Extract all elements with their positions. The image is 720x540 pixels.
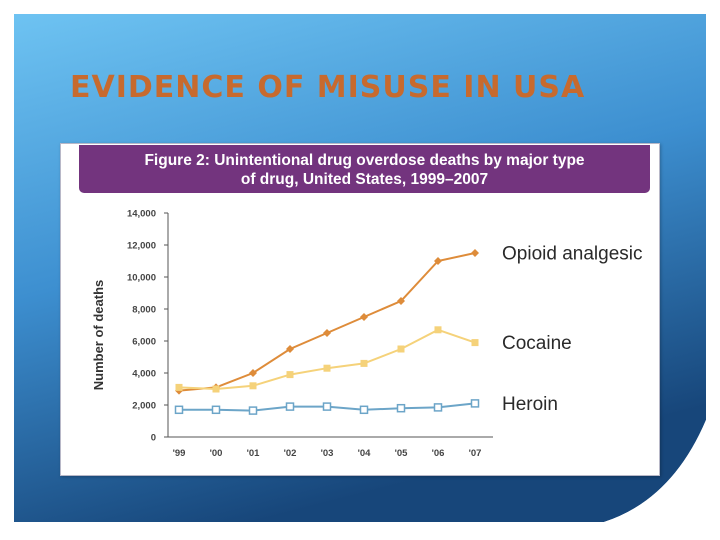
- y-tick-label: 14,000: [127, 209, 156, 220]
- slide-title: EVIDENCE OF MISUSE IN USA: [70, 70, 585, 105]
- data-point: [361, 406, 368, 413]
- x-tick-label: '04: [358, 448, 372, 459]
- series-label-0: Opioid analgesic: [502, 244, 642, 265]
- data-point: [287, 371, 294, 378]
- data-point: [213, 386, 220, 393]
- y-tick-label: 12,000: [127, 241, 156, 252]
- y-tick-label: 0: [151, 433, 156, 444]
- data-point: [472, 339, 479, 346]
- series-line-1: [179, 330, 475, 389]
- x-tick-label: '99: [173, 448, 186, 459]
- x-tick-label: '00: [210, 448, 223, 459]
- y-tick-label: 2,000: [132, 401, 156, 412]
- x-tick-label: '01: [247, 448, 261, 459]
- x-tick-label: '03: [321, 448, 334, 459]
- data-point: [471, 249, 479, 257]
- series-label-1: Cocaine: [502, 333, 572, 354]
- data-point: [435, 326, 442, 333]
- figure-panel: Figure 2: Unintentional drug overdose de…: [60, 143, 660, 476]
- data-point: [213, 406, 220, 413]
- data-point: [435, 404, 442, 411]
- data-point: [250, 407, 257, 414]
- data-point: [287, 403, 294, 410]
- x-tick-label: '07: [469, 448, 482, 459]
- x-tick-label: '02: [284, 448, 297, 459]
- data-point: [398, 346, 405, 353]
- data-point: [324, 403, 331, 410]
- y-axis-title: Number of deaths: [91, 280, 106, 391]
- x-tick-label: '06: [432, 448, 445, 459]
- y-tick-label: 4,000: [132, 369, 156, 380]
- data-point: [250, 382, 257, 389]
- data-point: [324, 365, 331, 372]
- x-tick-label: '05: [395, 448, 409, 459]
- data-point: [472, 400, 479, 407]
- data-point: [323, 329, 331, 337]
- series-label-2: Heroin: [502, 394, 558, 415]
- data-point: [360, 313, 368, 321]
- data-point: [176, 406, 183, 413]
- y-tick-label: 8,000: [132, 305, 156, 316]
- y-tick-label: 10,000: [127, 273, 156, 284]
- data-point: [361, 360, 368, 367]
- data-point: [176, 384, 183, 391]
- line-chart: 0 2,000 4,000 6,000 8,000 10,000 12,000 14,000 '…: [61, 144, 659, 475]
- data-point: [398, 405, 405, 412]
- y-tick-label: 6,000: [132, 337, 156, 348]
